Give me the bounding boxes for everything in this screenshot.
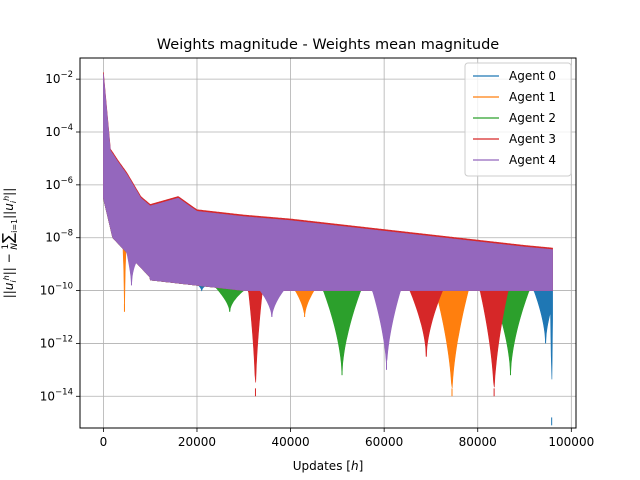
series-layer	[103, 72, 553, 426]
x-axis: 0 20000 40000 60000 80000 100000	[100, 428, 594, 449]
y-tick-label: 10−14	[40, 387, 73, 403]
legend-label: Agent 1	[509, 90, 556, 104]
legend-label: Agent 4	[509, 153, 556, 167]
svg-text:||uih|| − 1N∑i=1||uih||: ||uih|| − 1N∑i=1||uih||	[0, 188, 20, 299]
y-tick-label: 10−10	[40, 282, 73, 298]
y-tick-label: 10−2	[45, 70, 73, 86]
y-tick-label: 10−12	[40, 334, 73, 350]
y-tick-label: 10−8	[45, 229, 73, 245]
legend: Agent 0 Agent 1 Agent 2 Agent 3 Agent 4	[464, 62, 572, 177]
legend-label: Agent 3	[509, 132, 556, 146]
chart-title: Weights magnitude - Weights mean magnitu…	[157, 37, 499, 53]
legend-box	[464, 62, 572, 177]
x-tick-label: 0	[100, 435, 108, 449]
series-band-agent-4	[103, 73, 553, 364]
x-axis-label: Updates [h]	[293, 459, 364, 473]
y-tick-label: 10−4	[45, 123, 73, 139]
plot-frame	[79, 57, 577, 429]
legend-label: Agent 0	[509, 69, 556, 83]
x-tick-label: 20000	[178, 435, 216, 449]
x-tick-label: 40000	[271, 435, 309, 449]
legend-label: Agent 2	[509, 111, 556, 125]
x-tick-label: 100000	[548, 435, 594, 449]
y-axis: 10−14 10−12 10−10 10−8 10−6 10−4 10−2	[40, 70, 80, 403]
x-tick-label: 80000	[459, 435, 497, 449]
y-axis-label: ||uih|| − 1N∑i=1||uih||	[0, 188, 20, 299]
y-tick-label: 10−6	[45, 176, 73, 192]
x-tick-label: 60000	[365, 435, 403, 449]
